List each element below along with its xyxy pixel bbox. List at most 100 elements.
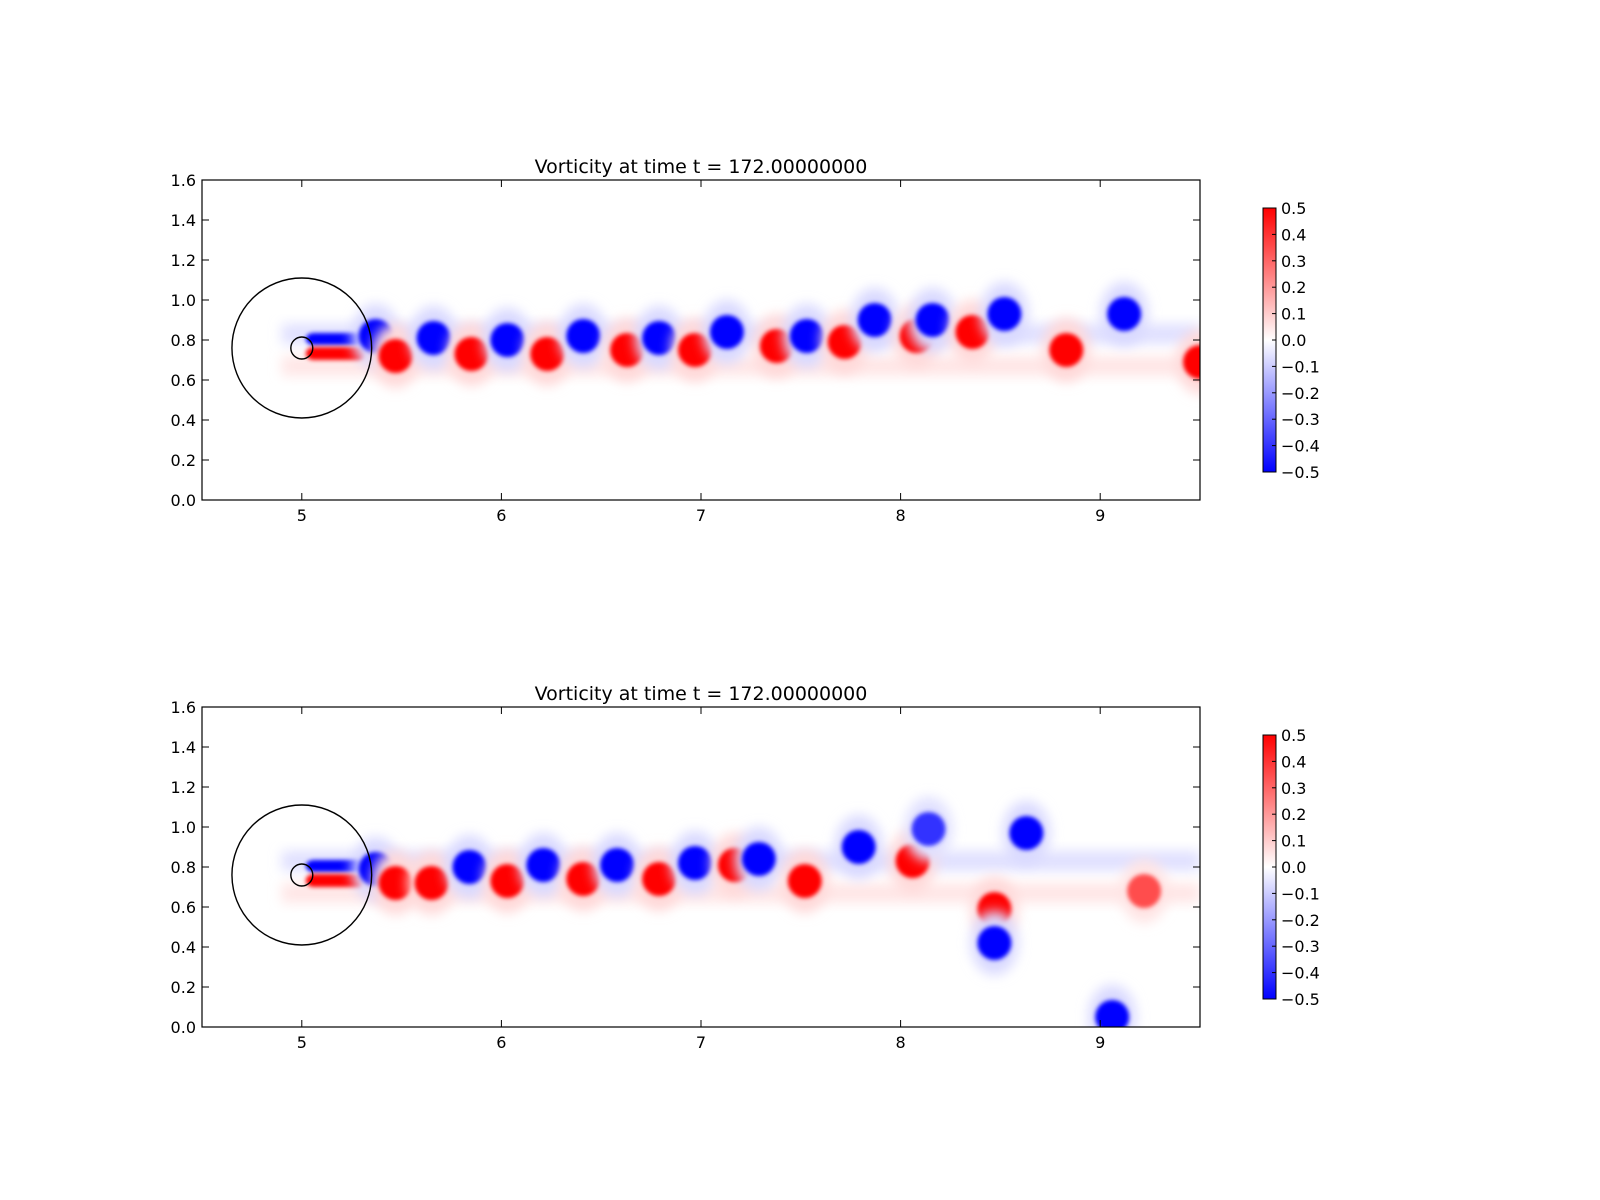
y-tick-label: 0.6 (171, 898, 196, 917)
colorbar-tick-label: 0.0 (1281, 858, 1306, 877)
vortex-core (378, 866, 413, 900)
x-tick-label: 8 (896, 506, 906, 525)
y-tick-label: 0.2 (171, 978, 196, 997)
y-tick-label: 1.0 (171, 818, 196, 837)
colorbar-tick-label: −0.5 (1281, 463, 1320, 482)
x-tick-label: 9 (1095, 1033, 1105, 1052)
y-tick-label: 1.2 (171, 778, 196, 797)
x-tick-label: 9 (1095, 506, 1105, 525)
vortex-core (1107, 297, 1142, 331)
vortex-core (787, 864, 822, 898)
vortex-layer (305, 797, 1169, 1027)
colorbar-tick-label: 0.3 (1281, 779, 1306, 798)
colorbar-tick-label: −0.1 (1281, 884, 1320, 903)
shear-layer-negative (305, 333, 366, 345)
subplot-bottom: Vorticity at time t = 172.00000000 5 6 7 8 9… (171, 683, 1320, 1052)
colorbar-tick-label: 0.3 (1281, 252, 1306, 271)
y-tick-label: 0.4 (171, 938, 196, 957)
colorbar-tick-label: −0.2 (1281, 384, 1320, 403)
vortex-core (530, 337, 565, 371)
vortex-core (678, 333, 712, 367)
vortex-core (1127, 874, 1162, 908)
domain-boundary-circle (231, 277, 373, 419)
plot-title: Vorticity at time t = 172.00000000 (535, 156, 868, 178)
y-tick-label: 0.8 (171, 331, 196, 350)
vortex-core (454, 337, 489, 371)
domain-boundary-circle (231, 804, 373, 946)
vortex-core (977, 926, 1012, 960)
colorbar-tick-label: 0.4 (1281, 225, 1306, 244)
vortex-core (841, 830, 876, 864)
colorbar-tick-label: 0.1 (1281, 832, 1306, 851)
colorbar-tick-label: −0.2 (1281, 911, 1320, 930)
colorbar-tick-label: −0.3 (1281, 937, 1320, 956)
y-ticks: 0.0 0.2 0.4 0.6 0.8 1.0 1.2 1.4 1.6 (171, 698, 1200, 1037)
vortex-core (416, 321, 451, 355)
subplot-top: Vorticity at time t = 172.00000000 5 6 7 8 9… (171, 156, 1320, 525)
vortex-layer (305, 282, 1200, 394)
vortex-core (741, 842, 776, 876)
vortex-core (678, 846, 712, 880)
colorbar-tick-label: −0.3 (1281, 410, 1320, 429)
vortex-core (526, 848, 561, 882)
y-tick-label: 1.6 (171, 171, 196, 190)
y-tick-label: 1.0 (171, 291, 196, 310)
colorbar: 0.5 0.4 0.3 0.2 0.1 0.0 −0.1 −0.2 −0.3 −0.4 −0.5 (1262, 726, 1320, 1009)
y-tick-label: 1.6 (171, 698, 196, 717)
x-tick-label: 6 (496, 1033, 506, 1052)
boundary-layer (231, 804, 373, 946)
y-tick-label: 0.0 (171, 491, 196, 510)
colorbar: 0.5 0.4 0.3 0.2 0.1 0.0 −0.1 −0.2 −0.3 −0.4 −0.5 (1262, 199, 1320, 482)
vortex-core (987, 297, 1022, 331)
colorbar-tick-label: 0.2 (1281, 805, 1306, 824)
x-ticks: 5 6 7 8 9 (297, 180, 1105, 525)
vortex-core (600, 848, 635, 882)
y-tick-label: 1.4 (171, 211, 196, 230)
y-tick-label: 1.4 (171, 738, 196, 757)
colorbar-tick-label: 0.0 (1281, 331, 1306, 350)
boundary-layer (231, 277, 373, 419)
x-ticks: 5 6 7 8 9 (297, 707, 1105, 1052)
colorbar-tick-label: 0.4 (1281, 752, 1306, 771)
colorbar-tick-label: −0.4 (1281, 964, 1320, 983)
colorbar-tick-label: 0.2 (1281, 278, 1306, 297)
vortex-core (915, 303, 950, 337)
vortex-core (490, 864, 525, 898)
cylinder-circle (290, 336, 314, 360)
y-tick-label: 0.6 (171, 371, 196, 390)
colorbar-tick-label: −0.1 (1281, 357, 1320, 376)
colorbar-ticks: 0.5 0.4 0.3 0.2 0.1 0.0 −0.1 −0.2 −0.3 −0.4 −0.5 (1272, 726, 1320, 1009)
colorbar-tick-label: 0.1 (1281, 305, 1306, 324)
vortex-core (490, 323, 525, 357)
vortex-core (378, 339, 413, 373)
vortex-core (566, 319, 601, 353)
vortex-core (642, 321, 677, 355)
x-tick-label: 7 (696, 1033, 706, 1052)
vortex-core (955, 315, 990, 349)
vortex-core (857, 303, 892, 337)
x-tick-label: 5 (297, 1033, 307, 1052)
x-tick-label: 7 (696, 506, 706, 525)
shear-layer-positive (305, 874, 366, 887)
vortex-core (1049, 333, 1084, 367)
shear-layer-positive (305, 347, 366, 360)
colorbar-tick-label: 0.5 (1281, 199, 1306, 218)
colorbar-tick-label: −0.4 (1281, 437, 1320, 456)
vortex-core (911, 812, 946, 846)
cylinder-circle (290, 863, 314, 887)
y-ticks: 0.0 0.2 0.4 0.6 0.8 1.0 1.2 1.4 1.6 (171, 171, 1200, 510)
colorbar-tick-label: −0.5 (1281, 990, 1320, 1009)
colorbar-tick-label: 0.5 (1281, 726, 1306, 745)
y-tick-label: 0.2 (171, 451, 196, 470)
y-tick-label: 0.8 (171, 858, 196, 877)
vortex-core (642, 862, 677, 896)
x-tick-label: 6 (496, 506, 506, 525)
y-tick-label: 1.2 (171, 251, 196, 270)
x-tick-label: 5 (297, 506, 307, 525)
vortex-core (452, 850, 487, 884)
vortex-core (789, 319, 824, 353)
vortex-core (1095, 1000, 1130, 1027)
plot-title: Vorticity at time t = 172.00000000 (535, 683, 868, 705)
x-tick-label: 8 (896, 1033, 906, 1052)
